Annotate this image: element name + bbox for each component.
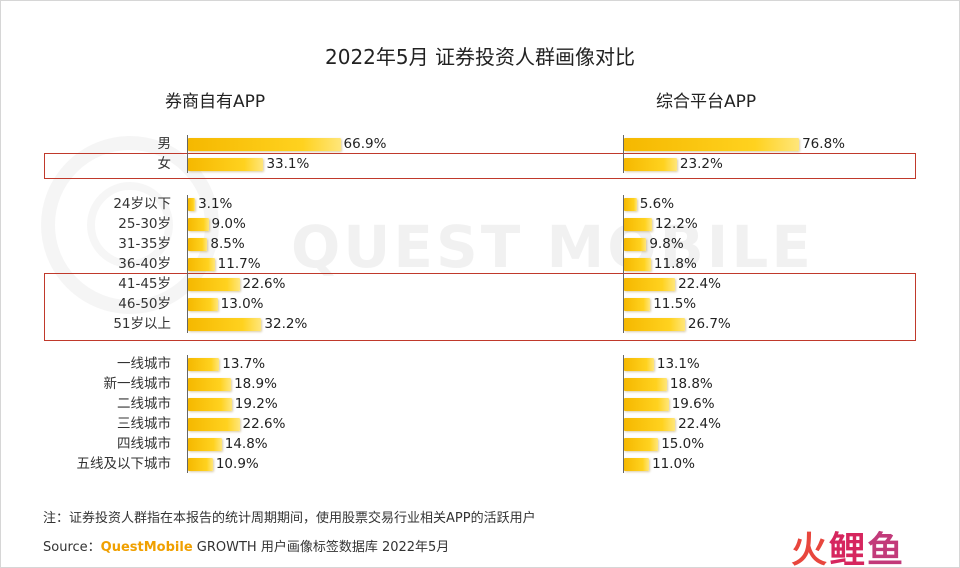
category-label: 41-45岁	[118, 276, 171, 292]
data-label: 11.0%	[652, 456, 695, 472]
data-label: 22.4%	[678, 276, 721, 292]
footnote: 注：证券投资人群指在本报告的统计周期期间，使用股票交易行业相关APP的活跃用户	[43, 511, 536, 526]
bar-platform	[624, 317, 685, 331]
bar-platform	[624, 277, 676, 291]
bar-platform	[624, 357, 654, 371]
data-label: 8.5%	[210, 236, 245, 252]
data-label: 13.1%	[656, 356, 700, 372]
bar-platform	[624, 397, 669, 411]
data-label: 18.8%	[669, 376, 713, 392]
bar-broker	[188, 197, 196, 211]
bar-platform	[624, 417, 676, 431]
bar-platform	[624, 377, 667, 391]
data-label: 22.6%	[242, 416, 286, 432]
category-label: 51岁以上	[113, 316, 171, 332]
bar-platform	[624, 197, 637, 211]
bar-platform	[624, 217, 652, 231]
source-prefix: Source：	[43, 540, 101, 555]
data-label: 76.8%	[802, 136, 845, 152]
logo-char-3: 鱼	[867, 530, 906, 568]
data-label: 14.8%	[224, 436, 268, 452]
logo-char-1: 火	[791, 530, 830, 568]
bar-broker	[188, 277, 240, 291]
data-label: 19.6%	[671, 396, 715, 412]
category-label: 四线城市	[117, 436, 171, 452]
category-label: 31-35岁	[118, 236, 171, 252]
category-label: 男	[157, 136, 172, 152]
bar-broker	[188, 257, 215, 271]
category-label: 一线城市	[117, 356, 171, 372]
data-label: 9.8%	[649, 236, 684, 252]
bar-platform	[624, 157, 677, 171]
bar-broker	[188, 157, 264, 171]
bar-broker	[188, 357, 220, 371]
data-label: 11.8%	[653, 256, 697, 272]
bar-broker	[188, 397, 232, 411]
data-label: 66.9%	[343, 136, 387, 152]
panel-title-broker: 券商自有APP	[165, 92, 266, 112]
bar-broker	[188, 377, 232, 391]
bar-broker	[188, 237, 208, 251]
logo-char-2: 鲤	[829, 530, 868, 568]
watermark-text: QUEST MOBILE	[291, 213, 814, 281]
highlight-box-1	[44, 153, 916, 179]
category-label: 五线及以下城市	[76, 456, 172, 472]
category-label: 三线城市	[117, 416, 171, 432]
data-label: 11.5%	[653, 296, 697, 312]
category-label: 46-50岁	[118, 296, 171, 312]
data-label: 13.0%	[220, 296, 264, 312]
data-label: 3.1%	[198, 196, 233, 212]
data-label: 11.7%	[217, 256, 261, 272]
brand-logo: 火鲤鱼	[791, 521, 906, 568]
bar-platform	[624, 437, 659, 451]
data-label: 19.2%	[234, 396, 278, 412]
chart-title: 2022年5月 证券投资人群画像对比	[325, 45, 635, 69]
data-label: 18.9%	[234, 376, 277, 392]
axis-line-2-3	[623, 355, 624, 473]
axis-line-1-3	[187, 355, 188, 473]
source-rest: GROWTH 用户画像标签数据库 2022年5月	[192, 540, 450, 555]
category-label: 二线城市	[117, 396, 171, 412]
data-label: 13.7%	[222, 356, 266, 372]
panel-title-platform: 综合平台APP	[656, 92, 757, 112]
bar-platform	[624, 457, 650, 471]
axis-line-2-1	[623, 135, 624, 173]
bar-platform	[624, 297, 651, 311]
bar-broker	[188, 317, 262, 331]
bar-broker	[188, 137, 341, 151]
category-label: 25-30岁	[118, 216, 171, 232]
category-label: 新一线城市	[103, 376, 172, 392]
data-label: 32.2%	[264, 316, 308, 332]
data-label: 22.6%	[242, 276, 286, 292]
data-label: 10.9%	[215, 456, 259, 472]
bar-platform	[624, 237, 647, 251]
bar-broker	[188, 417, 240, 431]
source-brand: QuestMobile	[100, 540, 193, 555]
bar-broker	[188, 457, 213, 471]
category-label: 36-40岁	[118, 256, 171, 272]
data-label: 9.0%	[211, 216, 246, 232]
bar-platform	[624, 257, 651, 271]
axis-line-1-2	[187, 195, 188, 333]
data-label: 23.2%	[679, 156, 723, 172]
bar-broker	[188, 297, 218, 311]
data-label: 22.4%	[678, 416, 721, 432]
bar-broker	[188, 217, 209, 231]
axis-line-1-1	[187, 135, 188, 173]
axis-line-2-2	[623, 195, 624, 333]
data-label: 26.7%	[687, 316, 731, 332]
category-label: 女	[157, 156, 172, 172]
source-line: Source：QuestMobile GROWTH 用户画像标签数据库 2022…	[43, 536, 449, 555]
category-label: 24岁以下	[113, 196, 171, 212]
bar-platform	[624, 137, 800, 151]
data-label: 5.6%	[639, 196, 675, 212]
data-label: 33.1%	[266, 156, 310, 172]
data-label: 12.2%	[654, 216, 698, 232]
highlight-box-2	[44, 273, 916, 341]
bar-broker	[188, 437, 222, 451]
data-label: 15.0%	[661, 436, 705, 452]
